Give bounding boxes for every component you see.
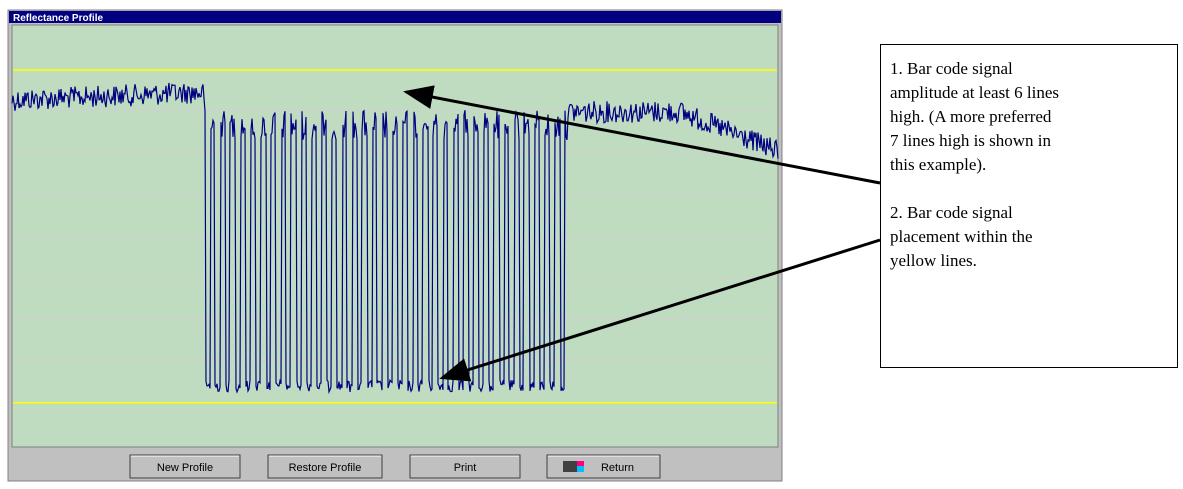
note-line: this example). [890,155,987,174]
note: 2. Bar code signal placement within the ye… [890,201,1177,273]
note: 1. Bar code signal amplitude at least 6 l… [890,57,1177,177]
button-face [409,454,521,479]
icon [563,461,577,472]
button-face [129,454,241,479]
note-line: 7 lines high is shown in [890,131,1052,150]
arrow [439,238,881,382]
button-label: New Profile [157,462,213,474]
button-face [267,454,383,479]
button[interactable]: Restore Profile [267,454,383,479]
note-line: 1. Bar code signal [890,59,1013,78]
note-line: placement within the [890,227,1033,246]
note-line: amplitude at least 6 lines [890,83,1060,102]
button-label: Print [454,462,477,474]
button[interactable]: Return [546,454,661,479]
button[interactable]: Print [409,454,521,479]
window-title: Reflectance Profile [13,13,103,24]
icon [577,466,584,472]
note-line: high. (A more preferred [890,107,1052,126]
title-bar [9,11,781,23]
annotation-box: 1. Bar code signal amplitude at least 6 l… [880,44,1178,368]
button-bar: New Profile Restore Profile Print Return [129,454,661,479]
button-label: Return [601,462,634,474]
arrow [403,85,881,185]
note-line: 2. Bar code signal [890,203,1013,222]
button[interactable]: New Profile [129,454,241,479]
button-label: Restore Profile [289,462,362,474]
button-face [546,454,661,479]
signal-trace [11,82,779,395]
note-line: yellow lines. [890,251,977,270]
